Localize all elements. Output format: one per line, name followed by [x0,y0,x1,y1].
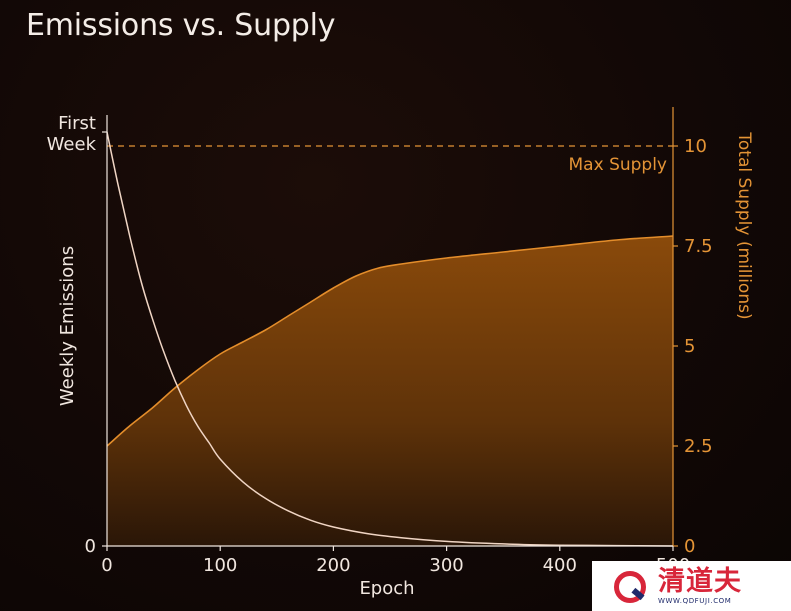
right-tick-label: 2.5 [684,436,713,457]
x-tick-label: 0 [101,555,112,576]
left-tick-label: First [58,113,96,134]
left-tick-label: Week [47,134,97,155]
right-tick-label: 0 [684,536,695,557]
x-tick-label: 300 [429,555,463,576]
right-axis-label: Total Supply (millions) [734,131,754,319]
x-tick-label: 400 [543,555,577,576]
emissions-line [106,131,674,547]
x-axis-label: Epoch [359,578,414,599]
x-tick-label: 200 [316,555,350,576]
supply-line [106,235,674,447]
x-tick-label: 100 [203,555,237,576]
watermark-url: WWW.QDFUJI.COM [658,597,732,605]
right-tick-label: 10 [684,136,707,157]
supply-area [107,236,673,546]
right-tick-label: 5 [684,336,695,357]
watermark: 清道夫 WWW.QDFUJI.COM [592,561,791,611]
max-supply-label: Max Supply [569,155,667,175]
watermark-name: 清道夫 [658,566,742,597]
right-tick-label: 7.5 [684,236,713,257]
watermark-logo-icon [612,569,646,603]
left-tick-label: 0 [85,536,96,557]
chart-title: Emissions vs. Supply [26,8,336,43]
left-axis-label: Weekly Emissions [57,246,78,406]
